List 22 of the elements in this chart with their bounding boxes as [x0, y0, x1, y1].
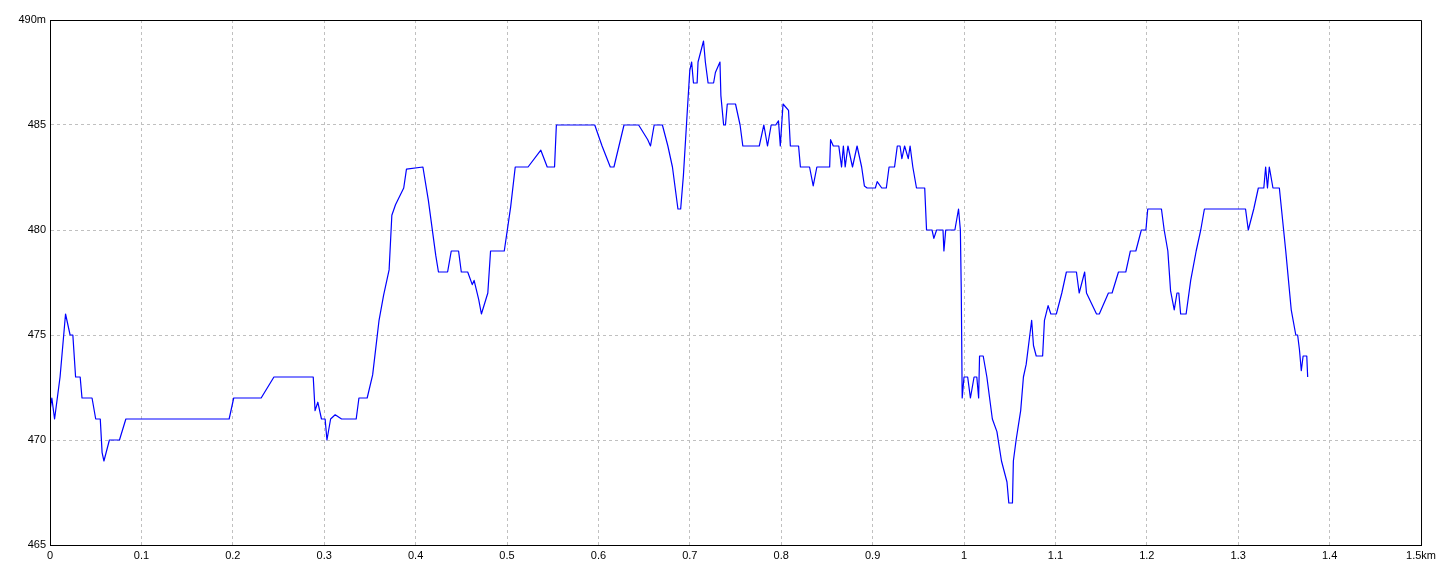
x-tick-label: 1.2 [1139, 548, 1155, 561]
y-tick-label: 485 [27, 118, 46, 131]
y-tick-label: 490m [18, 13, 46, 26]
y-tick-label: 465 [27, 538, 46, 551]
x-tick-label: 0.7 [682, 548, 698, 561]
x-tick-label: 1.1 [1047, 548, 1064, 561]
x-tick-label: 1.5km [1406, 548, 1437, 561]
y-tick-label: 470 [27, 433, 46, 446]
x-tick-label: 0.5 [499, 548, 515, 561]
x-tick-label: 0.3 [316, 548, 332, 561]
x-tick-label: 0.2 [225, 548, 241, 561]
y-tick-label: 475 [27, 328, 46, 341]
x-tick-label: 0.6 [590, 548, 607, 561]
x-tick-label: 0.8 [773, 548, 789, 561]
x-tick-label: 0.9 [864, 548, 881, 561]
x-tick-label: 0 [46, 548, 54, 561]
x-tick-label: 1 [960, 548, 968, 561]
x-tick-label: 1.3 [1230, 548, 1246, 561]
x-tick-label: 1.4 [1321, 548, 1338, 561]
x-tick-label: 0.4 [407, 548, 424, 561]
x-tick-label: 0.1 [133, 548, 150, 561]
y-tick-label: 480 [27, 223, 46, 236]
